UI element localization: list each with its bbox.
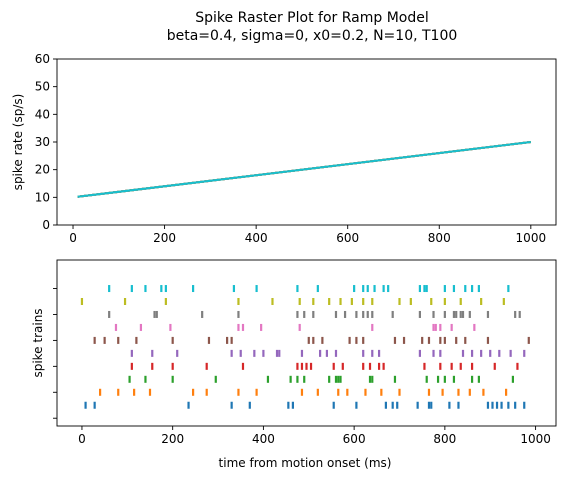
rate-y-ticks: 0 10 20 30 40 50 60 — [35, 52, 57, 232]
raster-marks — [80, 285, 530, 409]
raster-panel: 0 200 400 600 800 1000 spike trains time from… — [31, 259, 557, 470]
raster-x-tick-label: 0 — [78, 432, 86, 446]
raster-x-tick-label: 1000 — [520, 432, 551, 446]
rate-x-ticks: 0 200 400 600 800 1000 — [69, 225, 546, 245]
rate-y-tick-label: 30 — [35, 135, 50, 149]
raster-y-ticks — [53, 288, 57, 419]
rate-x-tick-label: 600 — [336, 231, 359, 245]
rate-x-tick-label: 800 — [428, 231, 451, 245]
rate-x-tick-label: 400 — [245, 231, 268, 245]
rate-x-tick-label: 0 — [69, 231, 77, 245]
rate-x-tick-label: 200 — [153, 231, 176, 245]
raster-x-tick-label: 800 — [433, 432, 456, 446]
raster-x-ticks: 0 200 400 600 800 1000 — [78, 426, 551, 446]
rate-lines — [77, 141, 531, 198]
rate-panel: 0 200 400 600 800 1000 0 10 20 30 40 50 60 spike ra… — [11, 52, 557, 245]
raster-x-axis-label: time from motion onset (ms) — [219, 456, 392, 470]
figure-title: Spike Raster Plot for Ramp Model — [195, 10, 428, 26]
raster-x-tick-label: 600 — [343, 432, 366, 446]
raster-axes-frame — [56, 259, 557, 427]
rate-y-tick-label: 40 — [35, 107, 50, 121]
rate-axes-frame — [56, 58, 557, 226]
rate-y-axis-label: spike rate (sp/s) — [11, 94, 25, 191]
rate-x-tick-label: 1000 — [516, 231, 547, 245]
raster-x-tick-label: 200 — [161, 432, 184, 446]
raster-y-axis-label: spike trains — [31, 308, 45, 377]
rate-y-tick-label: 0 — [42, 218, 50, 232]
rate-y-tick-label: 60 — [35, 52, 50, 66]
rate-y-tick-label: 10 — [35, 190, 50, 204]
rate-line-series — [77, 141, 531, 198]
rate-y-tick-label: 50 — [35, 80, 50, 94]
rate-y-tick-label: 20 — [35, 163, 50, 177]
figure-subtitle: beta=0.4, sigma=0, x0=0.2, N=10, T100 — [167, 28, 458, 44]
raster-x-tick-label: 400 — [252, 432, 275, 446]
